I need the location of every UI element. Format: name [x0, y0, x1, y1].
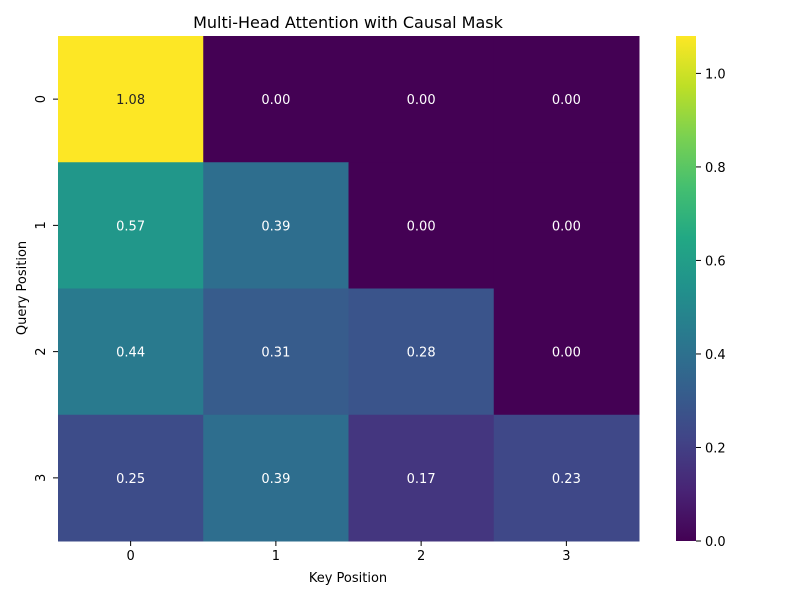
- cell-value-label: 0.17: [407, 472, 436, 487]
- heatmap-cell: [203, 36, 349, 163]
- heatmap-cell: [348, 288, 495, 416]
- colorbar-ticks: 0.0 0.2 0.4 0.6 0.8 1.0: [696, 67, 726, 550]
- cell-value-label: 0.39: [261, 472, 290, 487]
- colorbar-tick-label: 0.8: [705, 161, 726, 176]
- y-axis-label: Query Position: [15, 241, 30, 335]
- heatmap-cell: [203, 414, 349, 542]
- x-tick-label: 1: [272, 549, 280, 564]
- cell-value-label: 0.00: [407, 219, 436, 234]
- heatmap-cell: [58, 36, 204, 163]
- x-axis-label: Key Position: [309, 571, 387, 586]
- cell-value-label: 0.00: [552, 93, 581, 108]
- colorbar-tick-label: 0.0: [705, 535, 726, 550]
- colorbar: [676, 36, 696, 541]
- cell-value-label: 1.08: [116, 93, 145, 108]
- y-tick-label: 3: [34, 474, 49, 482]
- chart-title: Multi-Head Attention with Causal Mask: [193, 13, 504, 32]
- heatmap-cell: [493, 288, 640, 416]
- y-tick-label: 0: [34, 95, 49, 103]
- cell-value-label: 0.00: [261, 93, 290, 108]
- cell-value-label: 0.39: [261, 219, 290, 234]
- colorbar-tick-label: 0.2: [705, 441, 726, 456]
- cell-value-label: 0.00: [407, 93, 436, 108]
- cell-value-label: 0.00: [552, 219, 581, 234]
- heatmap-cell: [58, 162, 204, 289]
- heatmap-cell: [348, 36, 495, 163]
- cell-value-label: 0.25: [116, 472, 145, 487]
- cell-value-label: 0.31: [261, 346, 290, 361]
- colorbar-tick-label: 0.4: [705, 348, 726, 363]
- colorbar-tick-label: 1.0: [705, 67, 726, 82]
- y-tick-label: 2: [34, 347, 49, 355]
- heatmap-cell: [58, 414, 204, 542]
- heatmap-cell: [493, 414, 640, 542]
- heatmap-cell: [493, 36, 640, 163]
- cell-value-label: 0.00: [552, 346, 581, 361]
- heatmap-cell: [203, 288, 349, 416]
- heatmap-cell: [348, 162, 495, 289]
- heatmap-cell: [58, 288, 204, 416]
- colorbar-tick-label: 0.6: [705, 254, 726, 269]
- heatmap-cell: [493, 162, 640, 289]
- cell-value-label: 0.28: [407, 346, 436, 361]
- heatmap-cell: [348, 414, 495, 542]
- x-tick-label: 0: [126, 549, 134, 564]
- heatmap-cell: [203, 162, 349, 289]
- y-tick-label: 1: [34, 221, 49, 229]
- cell-value-label: 0.44: [116, 346, 145, 361]
- heatmap-cells: [58, 36, 640, 542]
- x-tick-label: 3: [562, 549, 570, 564]
- x-tick-label: 2: [417, 549, 425, 564]
- y-axis-ticks: 0 1 2 3: [34, 95, 58, 482]
- x-axis-ticks: 0 1 2 3: [126, 541, 571, 564]
- cell-value-label: 0.57: [116, 219, 145, 234]
- cell-value-label: 0.23: [552, 472, 581, 487]
- heatmap-cell-labels: 1.08 0.00 0.00 0.00 0.57 0.39 0.00 0.00 0.44 0.31…: [116, 93, 581, 487]
